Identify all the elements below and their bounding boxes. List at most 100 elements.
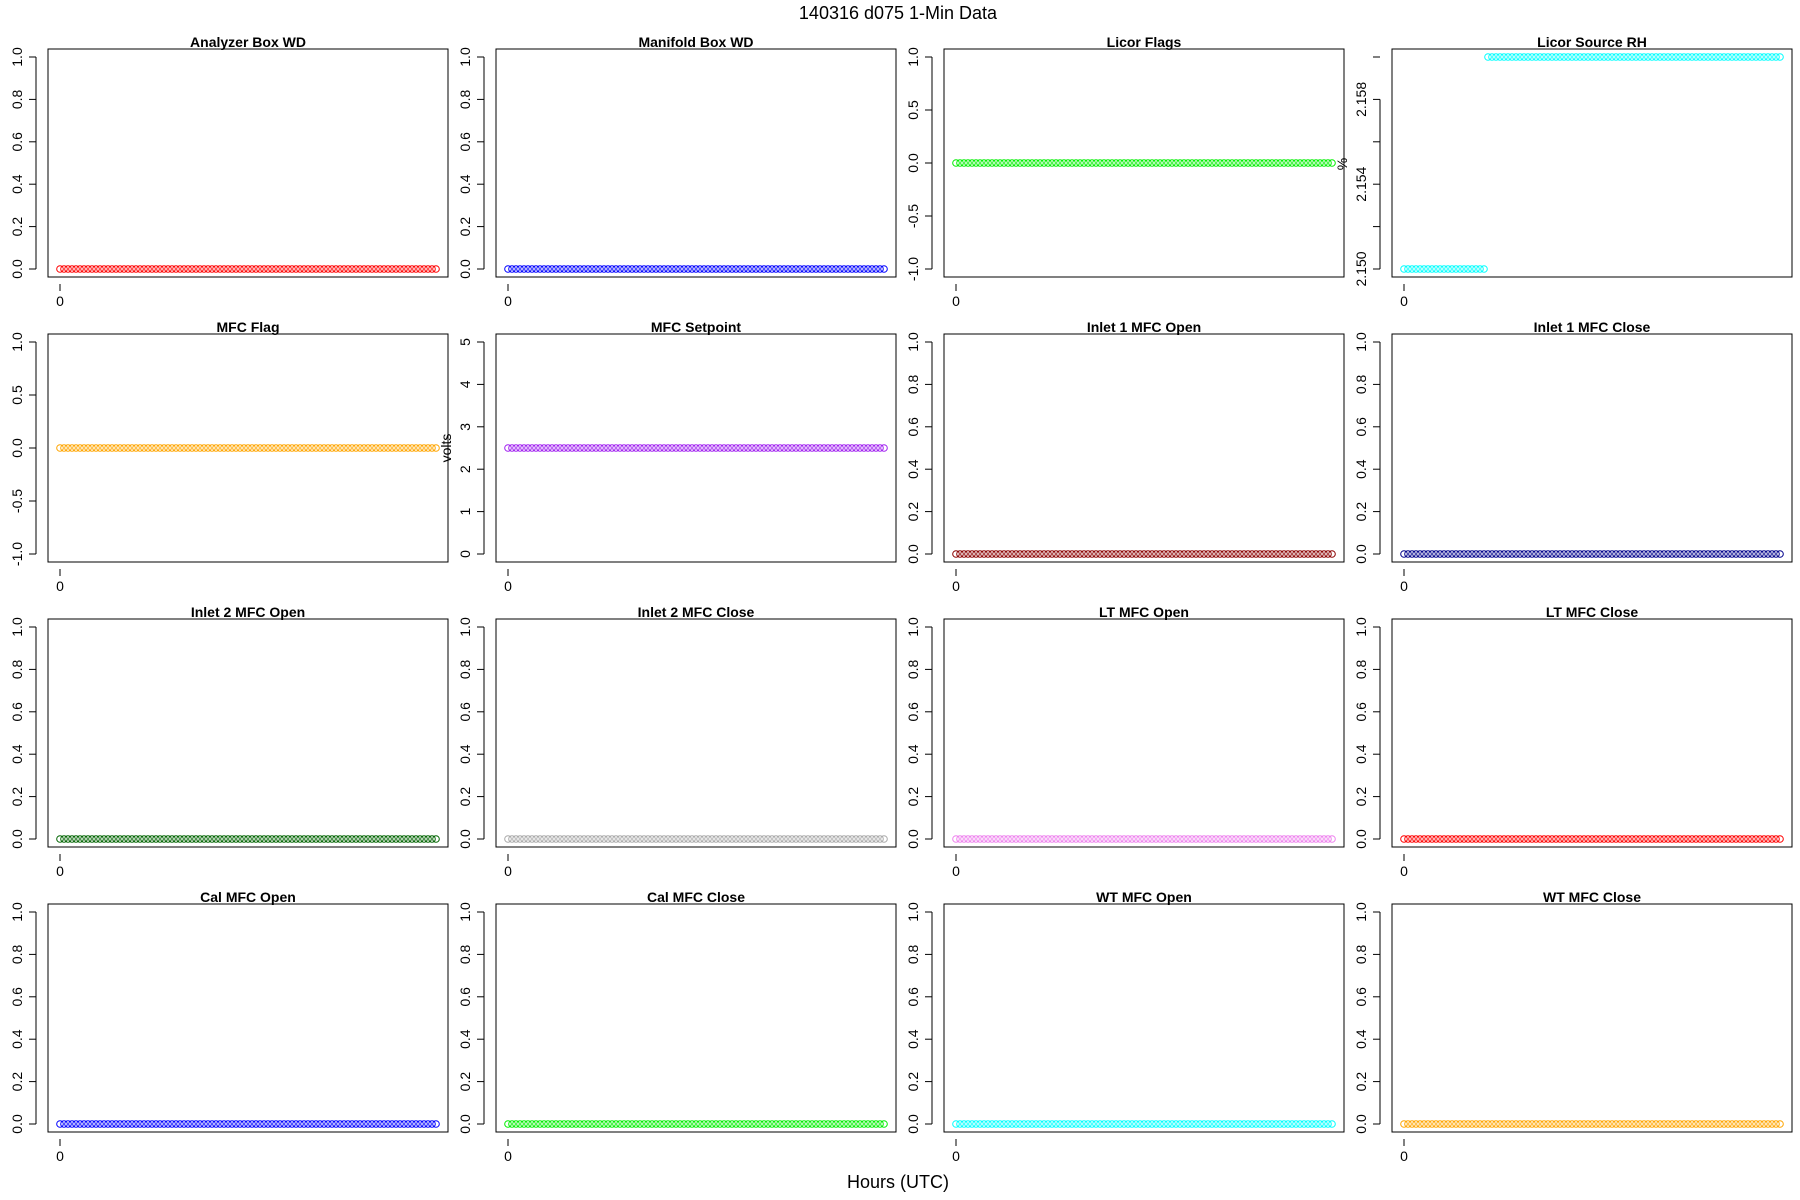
data-point	[520, 1120, 528, 1128]
data-point	[552, 1120, 560, 1128]
data-point	[1632, 550, 1640, 558]
data-point	[140, 265, 148, 273]
data-point	[1652, 1120, 1660, 1128]
data-point	[156, 265, 164, 273]
data-point	[1240, 550, 1248, 558]
data-point	[568, 444, 576, 452]
data-point	[1424, 265, 1432, 273]
data-point	[100, 835, 108, 843]
data-point	[320, 835, 328, 843]
data-point	[340, 835, 348, 843]
data-point	[360, 265, 368, 273]
data-point	[108, 835, 116, 843]
data-point	[808, 835, 816, 843]
data-point	[100, 265, 108, 273]
y-tick-label: 0.0	[1353, 829, 1369, 849]
data-point	[704, 444, 712, 452]
data-point	[1560, 550, 1568, 558]
data-point	[1564, 1120, 1572, 1128]
data-point	[1644, 1120, 1652, 1128]
data-point	[720, 444, 728, 452]
data-point	[1172, 1120, 1180, 1128]
data-point	[1248, 550, 1256, 558]
data-point	[1580, 550, 1588, 558]
data-point	[1032, 835, 1040, 843]
data-point	[572, 444, 580, 452]
data-point	[632, 265, 640, 273]
data-point	[1112, 835, 1120, 843]
data-point	[1572, 835, 1580, 843]
y-tick-label: 0.5	[905, 100, 921, 120]
data-point	[324, 1120, 332, 1128]
data-point	[1400, 835, 1408, 843]
data-point	[1076, 159, 1084, 167]
data-point	[1536, 835, 1544, 843]
data-point	[104, 1120, 112, 1128]
data-point	[1556, 550, 1564, 558]
data-point	[1184, 159, 1192, 167]
data-point	[752, 265, 760, 273]
data-point	[1716, 550, 1724, 558]
data-point	[1544, 1120, 1552, 1128]
data-point	[508, 835, 516, 843]
data-point	[1568, 53, 1576, 61]
data-point	[1408, 265, 1416, 273]
data-point	[1048, 159, 1056, 167]
data-point	[624, 1120, 632, 1128]
data-point	[664, 265, 672, 273]
data-point	[676, 1120, 684, 1128]
data-point	[712, 265, 720, 273]
data-point	[1548, 1120, 1556, 1128]
data-point	[532, 1120, 540, 1128]
data-point	[872, 265, 880, 273]
data-point	[228, 1120, 236, 1128]
data-point	[844, 1120, 852, 1128]
data-point	[1052, 550, 1060, 558]
data-point	[1036, 835, 1044, 843]
data-point	[1072, 835, 1080, 843]
data-point	[104, 835, 112, 843]
data-point	[272, 265, 280, 273]
data-point	[432, 1120, 440, 1128]
data-point	[220, 265, 228, 273]
data-point	[756, 444, 764, 452]
data-point	[836, 444, 844, 452]
data-point	[1496, 53, 1504, 61]
data-point	[1720, 835, 1728, 843]
data-point	[740, 1120, 748, 1128]
data-point	[860, 444, 868, 452]
data-point	[1316, 550, 1324, 558]
data-point	[1016, 1120, 1024, 1128]
data-point	[340, 265, 348, 273]
data-point	[1764, 1120, 1772, 1128]
data-point	[1488, 835, 1496, 843]
data-point	[1436, 265, 1444, 273]
data-point	[1012, 835, 1020, 843]
data-point	[1704, 550, 1712, 558]
data-point	[764, 444, 772, 452]
data-point	[1680, 835, 1688, 843]
data-point	[976, 550, 984, 558]
data-point	[1440, 550, 1448, 558]
data-point	[1016, 835, 1024, 843]
data-point	[788, 835, 796, 843]
data-point	[1228, 159, 1236, 167]
data-point	[728, 265, 736, 273]
data-point	[1428, 265, 1436, 273]
data-point	[1120, 550, 1128, 558]
data-point	[716, 835, 724, 843]
data-point	[820, 444, 828, 452]
data-point	[540, 835, 548, 843]
data-point	[1252, 550, 1260, 558]
plot-frame	[1391, 618, 1793, 848]
data-point	[1592, 1120, 1600, 1128]
data-point	[1028, 550, 1036, 558]
data-point	[1656, 835, 1664, 843]
data-point	[1416, 265, 1424, 273]
data-point	[1192, 159, 1200, 167]
data-point	[1512, 1120, 1520, 1128]
data-point	[1116, 835, 1124, 843]
